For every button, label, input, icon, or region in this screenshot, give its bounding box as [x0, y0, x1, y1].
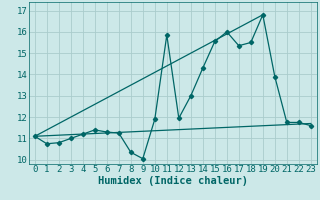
X-axis label: Humidex (Indice chaleur): Humidex (Indice chaleur)	[98, 176, 248, 186]
